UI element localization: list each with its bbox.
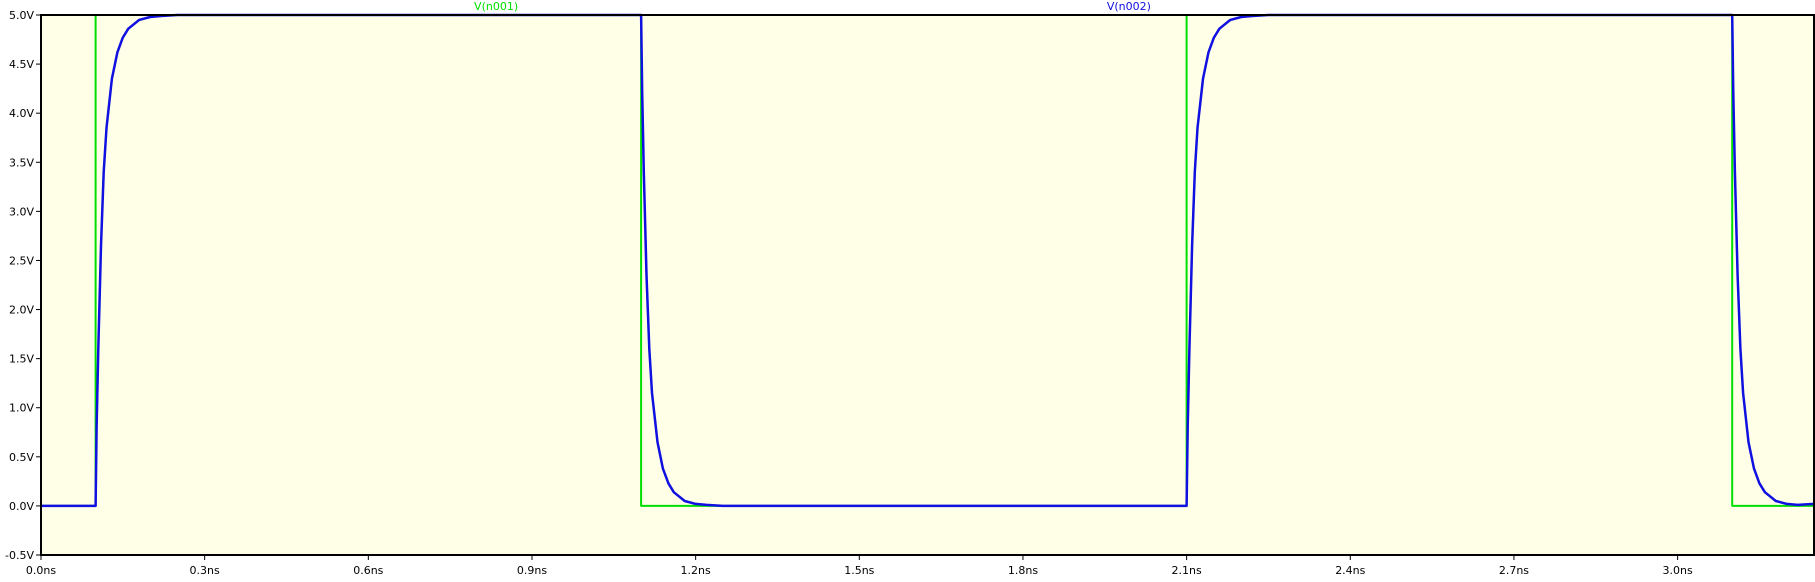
y-tick-label: 1.0V bbox=[9, 402, 34, 415]
x-tick-label: 2.7ns bbox=[1499, 564, 1529, 577]
legend-entry[interactable]: V(n002) bbox=[1107, 0, 1151, 13]
y-tick-label: 4.0V bbox=[9, 107, 34, 120]
y-tick-label: 4.5V bbox=[9, 58, 34, 71]
plot-frame bbox=[40, 14, 1815, 556]
x-tick-label: 0.0ns bbox=[26, 564, 56, 577]
y-tick-label: 0.0V bbox=[9, 500, 34, 513]
y-tick-label: -0.5V bbox=[5, 549, 34, 562]
y-tick-label: 1.5V bbox=[9, 353, 34, 366]
legend-entry[interactable]: V(n001) bbox=[474, 0, 518, 13]
y-tick-label: 2.5V bbox=[9, 254, 34, 267]
x-tick-label: 2.1ns bbox=[1172, 564, 1202, 577]
x-tick-label: 1.5ns bbox=[844, 564, 874, 577]
y-tick-label: 0.5V bbox=[9, 451, 34, 464]
x-tick-label: 0.9ns bbox=[517, 564, 547, 577]
y-axis: 5.0V 4.5V 4.0V 3.5V 3.0V 2.5V 2.0V 1.5V 1.0V 0.5V… bbox=[5, 9, 41, 562]
legend: V(n001) V(n002) bbox=[474, 0, 1151, 13]
x-axis: 0.0ns 0.3ns 0.6ns 0.9ns 1.2ns 1.5ns 1.8ns 2.1ns… bbox=[26, 555, 1693, 577]
x-tick-label: 2.4ns bbox=[1335, 564, 1365, 577]
x-tick-label: 0.3ns bbox=[190, 564, 220, 577]
y-tick-label: 3.5V bbox=[9, 156, 34, 169]
traces bbox=[41, 13, 1815, 508]
x-tick-label: 0.6ns bbox=[353, 564, 383, 577]
y-tick-label: 2.0V bbox=[9, 304, 34, 317]
x-tick-label: 1.2ns bbox=[681, 564, 711, 577]
trace-vn002[interactable] bbox=[41, 13, 1815, 508]
y-tick-label: 3.0V bbox=[9, 205, 34, 218]
x-tick-label: 3.0ns bbox=[1663, 564, 1693, 577]
y-tick-label: 5.0V bbox=[9, 9, 34, 22]
x-tick-label: 1.8ns bbox=[1008, 564, 1038, 577]
plot-area[interactable] bbox=[41, 15, 1814, 555]
